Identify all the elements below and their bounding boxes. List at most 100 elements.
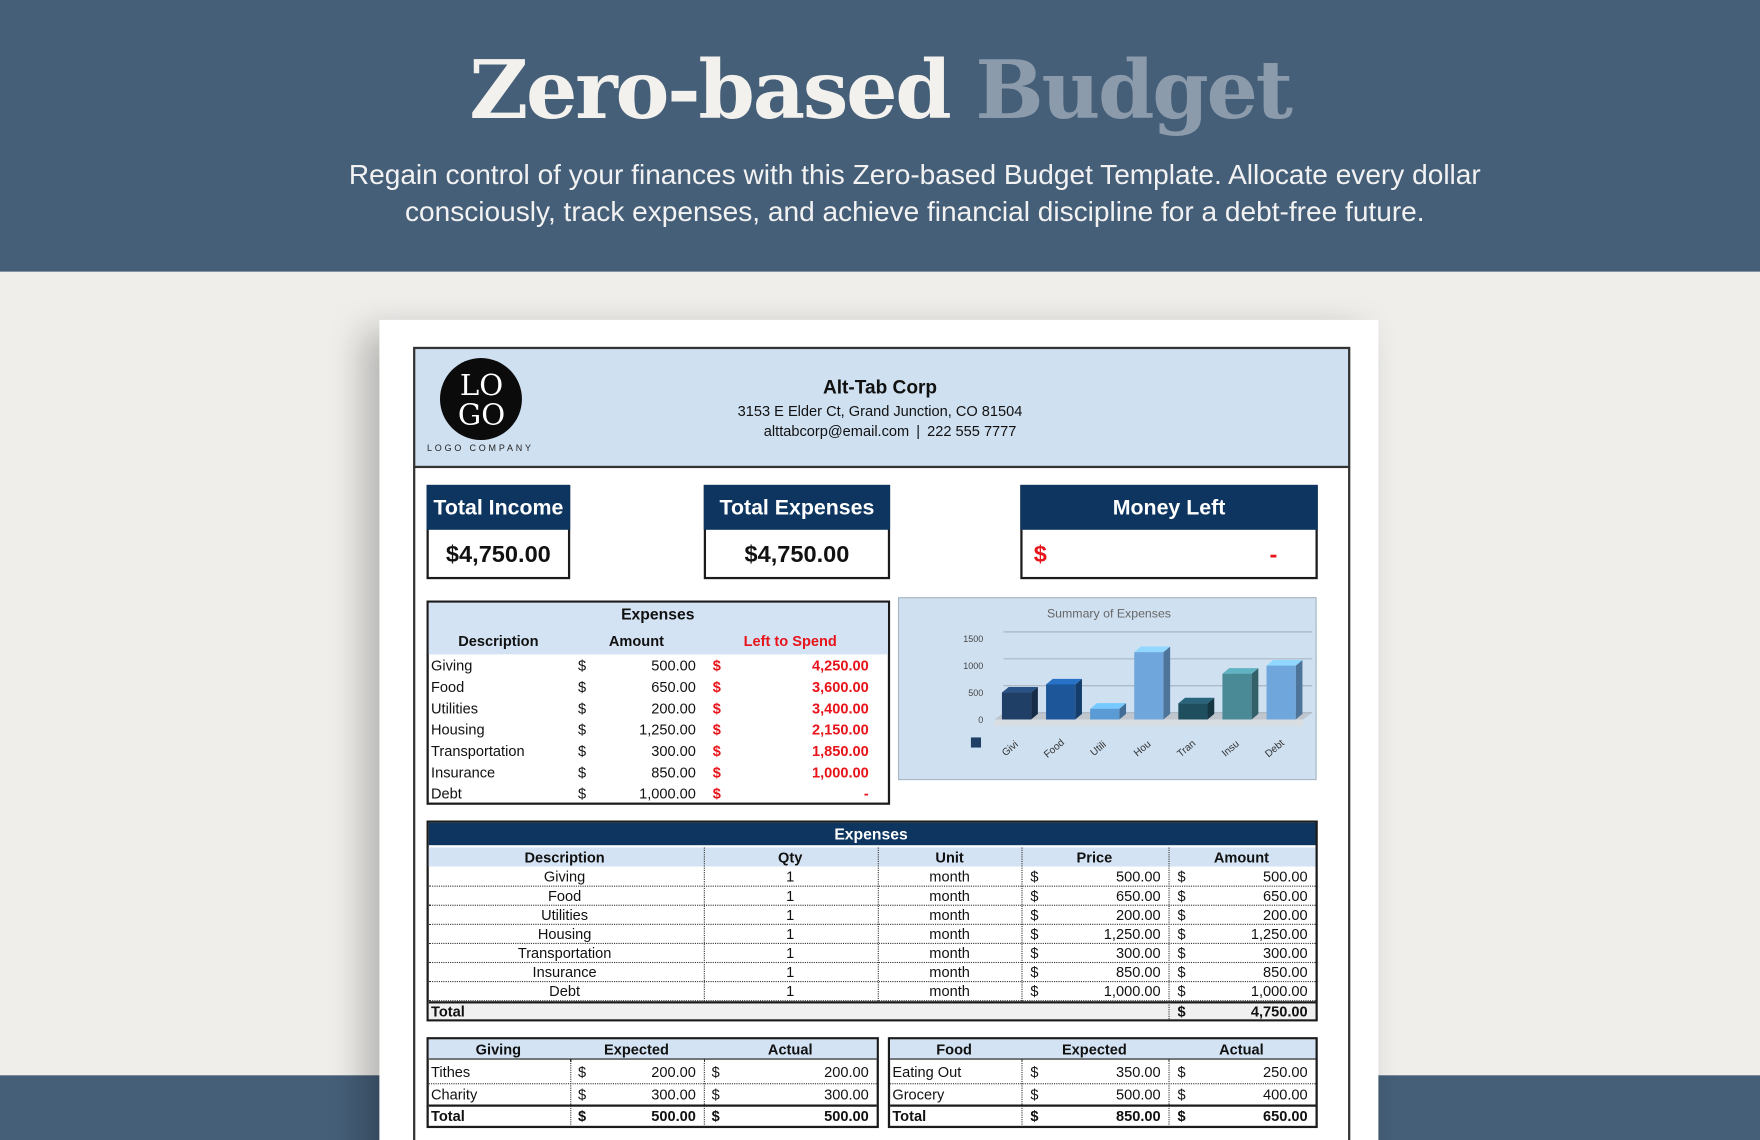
cell: Food [431, 678, 465, 696]
bar-side [1119, 703, 1127, 720]
row-divider [428, 1000, 1316, 1002]
cell: $ [1030, 944, 1039, 962]
bar-top [1222, 668, 1259, 674]
cell: Insurance [431, 763, 496, 781]
cell: 1 [786, 944, 795, 962]
x-tick-label: Givi [1000, 739, 1020, 759]
cell: $ [578, 1063, 587, 1081]
cell: 1 [786, 887, 795, 905]
cell: $ [712, 721, 721, 739]
cell: 1,000.00 [1250, 982, 1308, 1000]
cell: $ [1030, 868, 1039, 886]
bar [1001, 692, 1032, 720]
total-income-value: $4,750.00 [445, 541, 551, 568]
row-divider [428, 981, 1316, 983]
cell: $ [711, 1085, 720, 1103]
x-tick-label: Food [1042, 737, 1067, 760]
expenses-total-row [428, 1001, 1316, 1020]
cell: 3,600.00 [811, 678, 869, 696]
company-email: alttabcorp@email.com [763, 422, 910, 440]
chart-floor-edge [994, 719, 1304, 727]
bar-top [1266, 660, 1303, 666]
total-income-label: Total Income [433, 496, 564, 521]
cell: 200.00 [824, 1063, 869, 1081]
column-header: Giving [475, 1041, 522, 1058]
cell: $ [1177, 906, 1186, 924]
cell: Eating Out [892, 1063, 962, 1081]
expenses-table-head [428, 847, 1316, 867]
cell: 300.00 [651, 742, 696, 760]
food-table-box [887, 1037, 1318, 1129]
cell: $ [1030, 1107, 1039, 1125]
cell: 1 [786, 982, 795, 1000]
column-divider [703, 1059, 705, 1125]
row-divider [428, 942, 1316, 944]
expenses-chart: Summary of Expenses 0 500 1000 1500 Givi Food U… [897, 597, 1317, 781]
bar-side [1251, 668, 1259, 720]
row-divider [428, 1104, 877, 1107]
cell: 300.00 [1115, 944, 1161, 962]
company-address: 3153 E Elder Ct, Grand Junction, CO 8150… [737, 402, 1023, 420]
company-name: Alt-Tab Corp [822, 376, 938, 398]
cell: 500.00 [1115, 1085, 1161, 1103]
logo-circle [440, 358, 522, 441]
cell: 300.00 [1263, 944, 1308, 962]
bar [1178, 703, 1208, 720]
total-expenses-value: $4,750.00 [744, 541, 850, 568]
column-header: Food [936, 1041, 972, 1058]
row-divider [428, 923, 1316, 925]
total-income-head [426, 484, 571, 530]
chart-title: Summary of Expenses [1047, 606, 1171, 620]
header-band: Zero-based Budget Regain control of your… [0, 0, 1760, 272]
x-tick-label: Tran [1175, 738, 1198, 760]
bar-side [1163, 646, 1171, 720]
expense-summary-head [428, 602, 888, 655]
column-divider [1168, 1059, 1170, 1125]
cell: 250.00 [1263, 1063, 1308, 1081]
column-divider [570, 1059, 572, 1125]
cell: $ [578, 785, 587, 802]
cell: month [929, 906, 970, 924]
section-title: Expenses [621, 605, 695, 623]
cell: Transportation [517, 944, 612, 962]
cell: Housing [537, 925, 592, 943]
column-header: Left to Spend [743, 632, 837, 650]
total-expenses-label: Total Expenses [719, 496, 875, 521]
bar [1046, 684, 1076, 720]
cell: $ [1177, 944, 1186, 962]
cell: 1 [786, 925, 795, 943]
cell: $ [1177, 1107, 1186, 1125]
row-divider [428, 904, 1316, 906]
cell: 200.00 [651, 1063, 696, 1081]
cell: 1,250.00 [1250, 925, 1308, 943]
cell: Giving [543, 868, 586, 886]
row-divider [428, 961, 1316, 964]
logo-text: LO [459, 369, 504, 403]
company-separator: | [916, 422, 921, 440]
paper-frame [413, 466, 1351, 1140]
cell: 1,000.00 [811, 763, 869, 781]
row-divider [890, 1083, 1316, 1085]
cell: Housing [431, 721, 485, 739]
cell: Giving [431, 657, 473, 675]
cell: $ [712, 742, 721, 760]
cell: 1 [786, 963, 795, 981]
cell: $ [1177, 1085, 1186, 1103]
cell: 850.00 [1263, 963, 1308, 981]
cell: Debt [431, 785, 462, 802]
title-main: Zero-based [469, 41, 952, 137]
cell: 500.00 [1115, 868, 1161, 886]
cell: $ [1030, 982, 1039, 1000]
bar-top [1046, 678, 1082, 685]
column-header: Amount [608, 632, 664, 650]
column-header: Qty [778, 849, 803, 866]
row-divider [890, 1104, 1316, 1107]
food-table-head [890, 1039, 1316, 1060]
title-accent: Budget [975, 41, 1293, 137]
x-tick-label: Utili [1089, 739, 1109, 758]
company-box [413, 346, 1351, 469]
bar-side [1295, 660, 1303, 720]
cell: $ [1030, 1085, 1039, 1103]
cell: $ [712, 763, 721, 781]
